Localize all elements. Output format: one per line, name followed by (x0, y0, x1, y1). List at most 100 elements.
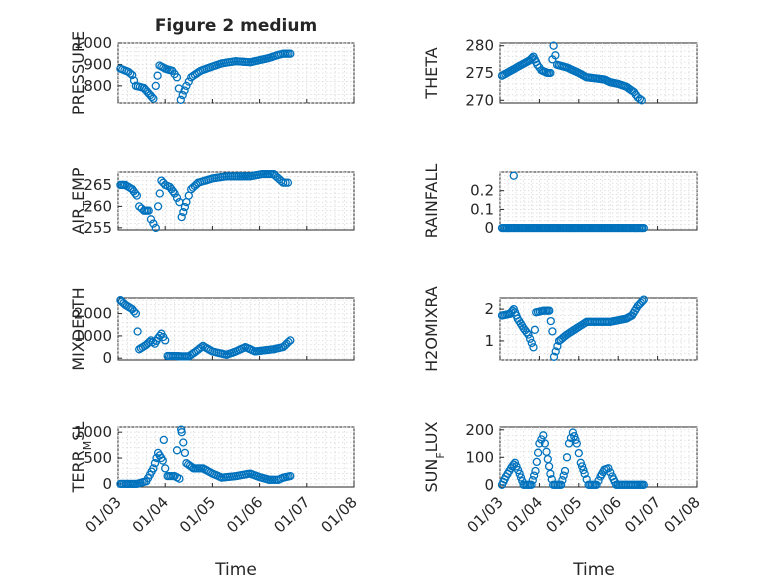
data-point (155, 189, 164, 198)
data-point (286, 471, 295, 481)
data-point (562, 453, 572, 462)
data-point (283, 178, 293, 187)
data-series (116, 425, 295, 489)
data-point (522, 328, 531, 337)
data-point (170, 189, 179, 198)
y-tick-label: 1000 (74, 34, 112, 52)
data-point (528, 476, 537, 485)
data-series (116, 169, 293, 233)
data-point (524, 330, 533, 339)
y-axis-label: PRESSURE (69, 31, 88, 115)
y-tick-label: 900 (83, 55, 112, 73)
data-point (149, 464, 158, 473)
data-point (144, 206, 153, 215)
data-point (148, 337, 158, 347)
data-point (281, 178, 290, 187)
data-point (639, 223, 648, 233)
y-axis-label: MIXDEPTH (69, 287, 88, 370)
data-point (182, 81, 191, 91)
data-point (131, 309, 141, 318)
y-tick-label: 800 (83, 77, 112, 95)
x-tick-label: 01/06 (582, 493, 625, 536)
y-tick-label: 1000 (74, 327, 112, 345)
data-point (540, 439, 550, 448)
data-point (551, 51, 560, 60)
y-tick-label: 100 (465, 448, 494, 466)
data-series (497, 295, 648, 361)
data-point (513, 465, 523, 475)
data-point (527, 338, 536, 348)
chart-title: Figure 2 medium (155, 16, 317, 36)
data-point (509, 171, 518, 180)
data-point (553, 342, 562, 351)
data-point (180, 202, 190, 212)
data-point (172, 193, 182, 202)
x-axis-label: Time (214, 560, 257, 580)
x-tick-label: 01/04 (129, 493, 172, 536)
data-point (530, 325, 540, 334)
data-point (539, 431, 548, 440)
data-point (177, 212, 186, 222)
x-tick-label: 01/05 (542, 493, 585, 536)
data-point (178, 90, 187, 100)
x-tick-label: 01/04 (503, 493, 546, 536)
data-point (551, 347, 560, 356)
data-point (177, 425, 186, 434)
data-series (116, 49, 295, 104)
data-point (576, 458, 585, 467)
data-point (172, 73, 182, 82)
data-point (548, 327, 557, 336)
data-point (180, 448, 190, 458)
data-point (184, 77, 193, 86)
data-point (158, 456, 167, 465)
x-tick-label: 01/08 (661, 493, 704, 536)
data-point (179, 438, 188, 447)
y-tick-label: 0 (102, 475, 112, 493)
y-axis-label: THETA (422, 47, 441, 99)
data-point (556, 480, 566, 489)
y-tick-label: 265 (83, 176, 112, 194)
data-point (549, 352, 559, 361)
y-tick-label: 270 (465, 91, 494, 109)
data-point (132, 191, 142, 200)
data-point (545, 306, 554, 315)
x-tick-label: 01/06 (223, 493, 266, 536)
x-axis-label: Time (572, 560, 615, 580)
data-point (284, 337, 293, 347)
data-point (635, 94, 645, 104)
data-point (279, 178, 288, 187)
data-point (525, 334, 535, 343)
data-point (515, 469, 524, 478)
y-tick-label: 280 (465, 37, 494, 55)
data-point (531, 466, 540, 476)
data-point (180, 86, 189, 95)
data-point (149, 94, 158, 103)
x-tick-label: 01/03 (464, 493, 507, 536)
data-point (592, 480, 601, 489)
data-point (579, 465, 588, 475)
data-point (135, 202, 144, 211)
data-point (570, 432, 579, 441)
data-point (546, 469, 555, 478)
data-point (535, 439, 544, 448)
y-tick-label: 0 (484, 476, 494, 494)
y-tick-label: 0 (484, 219, 494, 237)
data-point (174, 84, 184, 93)
y-axis-label: RAINFALL (422, 164, 441, 239)
x-tick-label: 01/07 (621, 493, 664, 536)
data-point (153, 202, 163, 211)
data-point (176, 95, 185, 104)
data-point (527, 480, 536, 489)
data-point (129, 307, 139, 316)
data-point (577, 462, 587, 471)
data-point (159, 435, 168, 445)
data-point (639, 480, 648, 489)
y-tick-label: 0.1 (470, 200, 494, 218)
data-point (560, 466, 570, 476)
data-point (172, 446, 182, 455)
data-point (197, 343, 206, 352)
data-point (149, 219, 158, 228)
